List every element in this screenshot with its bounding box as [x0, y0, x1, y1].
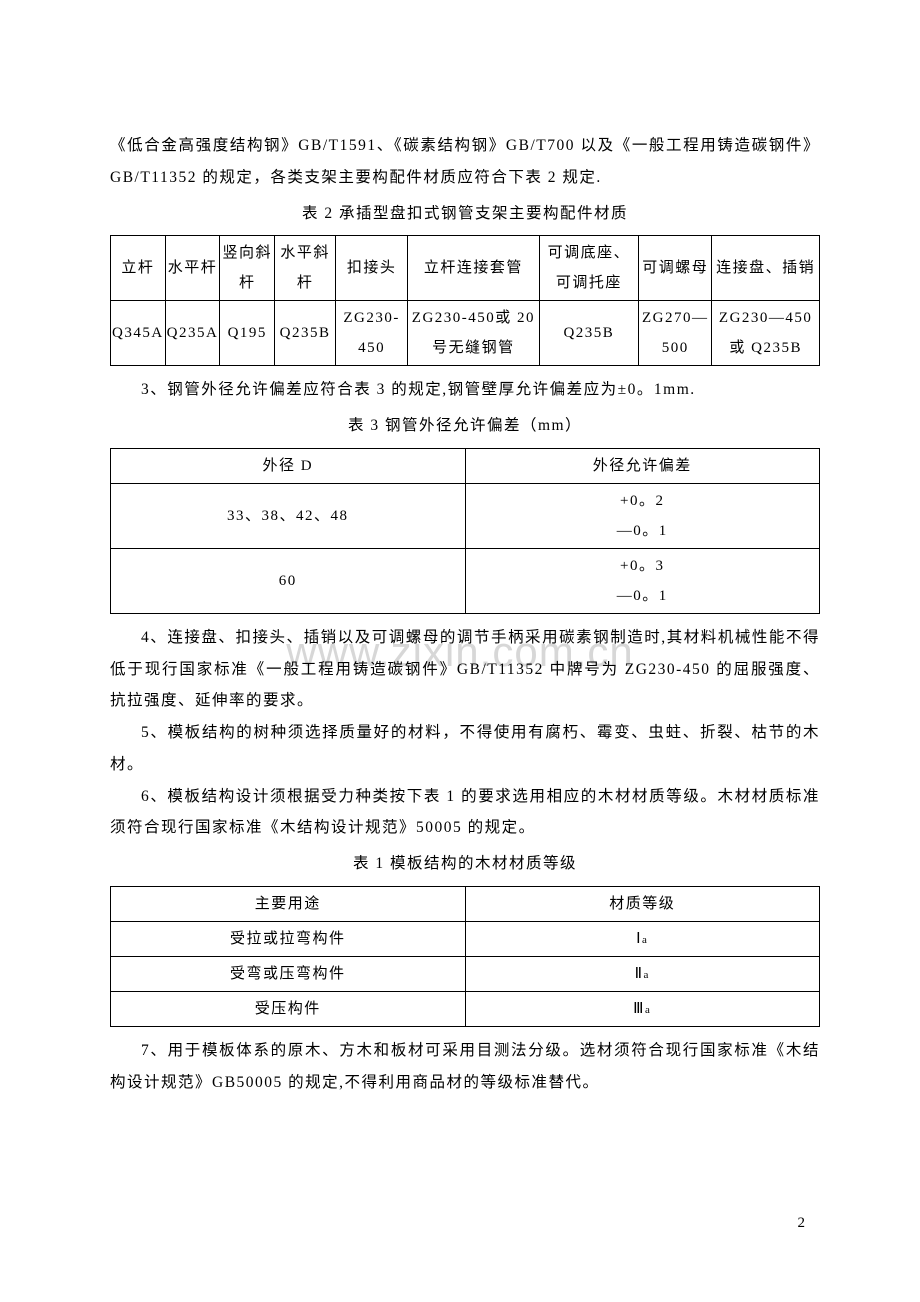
th-col5: 扣接头 — [336, 236, 408, 301]
table3-caption: 表 3 钢管外径允许偏差（mm） — [110, 410, 820, 442]
t1-h1: 主要用途 — [111, 886, 466, 921]
th-col1: 立杆 — [111, 236, 166, 301]
td-r1c9: ZG230—450或 Q235B — [712, 301, 820, 366]
t3-h1: 外径 D — [111, 448, 466, 483]
t1-r1c1: 受拉或拉弯构件 — [111, 921, 466, 956]
document-body: 《低合金高强度结构钢》GB/T1591、《碳素结构钢》GB/T700 以及《一般… — [110, 130, 820, 1098]
page-number: 2 — [798, 1215, 806, 1232]
table1-caption: 表 1 模板结构的木材材质等级 — [110, 848, 820, 880]
t3-h2: 外径允许偏差 — [465, 448, 820, 483]
t1-r2c1: 受弯或压弯构件 — [111, 956, 466, 991]
t1-r3c2: Ⅲa — [465, 991, 820, 1026]
t3-r1c2: +0。2 —0。1 — [465, 483, 820, 548]
paragraph-4: 4、连接盘、扣接头、插销以及可调螺母的调节手柄采用碳素钢制造时,其材料机械性能不… — [110, 622, 820, 717]
t3-r1c1: 33、38、42、48 — [111, 483, 466, 548]
paragraph-3: 3、钢管外径允许偏差应符合表 3 的规定,钢管壁厚允许偏差应为±0。1mm. — [110, 374, 820, 406]
th-col3: 竖向斜杆 — [220, 236, 275, 301]
paragraph-6: 6、模板结构设计须根据受力种类按下表 1 的要求选用相应的木材材质等级。木材材质… — [110, 781, 820, 845]
td-r1c5: ZG230-450 — [336, 301, 408, 366]
td-r1c2: Q235A — [165, 301, 220, 366]
th-col9: 连接盘、插销 — [712, 236, 820, 301]
td-r1c3: Q195 — [220, 301, 275, 366]
t1-r2c2: Ⅱa — [465, 956, 820, 991]
td-r1c1: Q345A — [111, 301, 166, 366]
t3-r2c1: 60 — [111, 548, 466, 613]
t3-r2c2: +0。3 —0。1 — [465, 548, 820, 613]
table-3: 外径 D 外径允许偏差 33、38、42、48 +0。2 —0。1 60 +0。… — [110, 448, 820, 614]
t1-r1c2: Ⅰa — [465, 921, 820, 956]
table2-caption: 表 2 承插型盘扣式钢管支架主要构配件材质 — [110, 198, 820, 230]
t1-h2: 材质等级 — [465, 886, 820, 921]
table-1: 主要用途 材质等级 受拉或拉弯构件 Ⅰa 受弯或压弯构件 Ⅱa 受压构件 Ⅲa — [110, 886, 820, 1027]
th-col4: 水平斜杆 — [275, 236, 336, 301]
t1-r3c1: 受压构件 — [111, 991, 466, 1026]
paragraph-5: 5、模板结构的树种须选择质量好的材料，不得使用有腐朽、霉变、虫蛀、折裂、枯节的木… — [110, 717, 820, 781]
th-col7: 可调底座、可调托座 — [539, 236, 638, 301]
paragraph-7: 7、用于模板体系的原木、方木和板材可采用目测法分级。选材须符合现行国家标准《木结… — [110, 1035, 820, 1099]
th-col6: 立杆连接套管 — [408, 236, 540, 301]
td-r1c4: Q235B — [275, 301, 336, 366]
table-2: 立杆 水平杆 竖向斜杆 水平斜杆 扣接头 立杆连接套管 可调底座、可调托座 可调… — [110, 235, 820, 366]
td-r1c8: ZG270—500 — [639, 301, 712, 366]
td-r1c7: Q235B — [539, 301, 638, 366]
th-col2: 水平杆 — [165, 236, 220, 301]
paragraph-1: 《低合金高强度结构钢》GB/T1591、《碳素结构钢》GB/T700 以及《一般… — [110, 130, 820, 194]
td-r1c6: ZG230-450或 20 号无缝钢管 — [408, 301, 540, 366]
th-col8: 可调螺母 — [639, 236, 712, 301]
